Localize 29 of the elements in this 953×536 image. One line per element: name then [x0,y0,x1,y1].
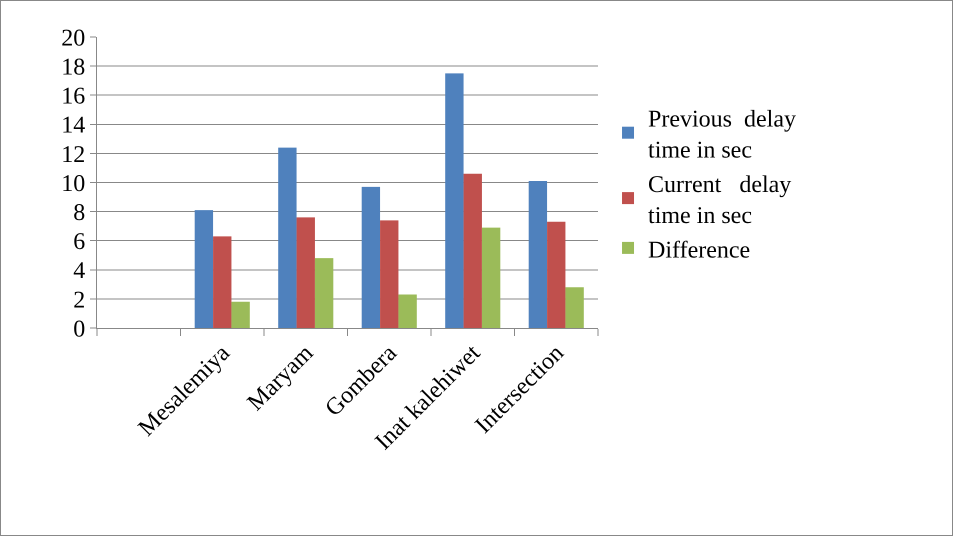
bar [314,258,334,328]
bar [194,210,214,328]
y-tick-label: 6 [73,229,86,256]
bar [528,181,548,328]
bar [464,174,482,328]
y-tick-label: 12 [61,142,86,168]
y-tick-label: 4 [73,258,86,284]
y-tick-label: 18 [61,54,86,80]
y-tick-label: 8 [73,200,86,226]
bar [296,217,315,328]
y-tick-label: 10 [61,170,86,197]
y-tick-label: 16 [61,84,86,110]
y-tick-label: 0 [73,316,86,342]
bar [565,287,584,328]
legend-label: Difference [648,237,750,264]
legend-label: Current delay time in sec [648,172,792,230]
bar [547,222,566,328]
bar [278,148,297,328]
bar [362,186,380,328]
bar [231,302,250,328]
y-tick-label: 14 [61,112,86,139]
y-tick-label: 2 [73,287,86,314]
legend-label: Previous delay time in sec [648,106,796,164]
y-tick-label: 20 [61,25,86,52]
bar [213,236,232,328]
bar [398,294,417,328]
bar [482,228,500,328]
bar [445,73,464,328]
bar [380,220,398,328]
